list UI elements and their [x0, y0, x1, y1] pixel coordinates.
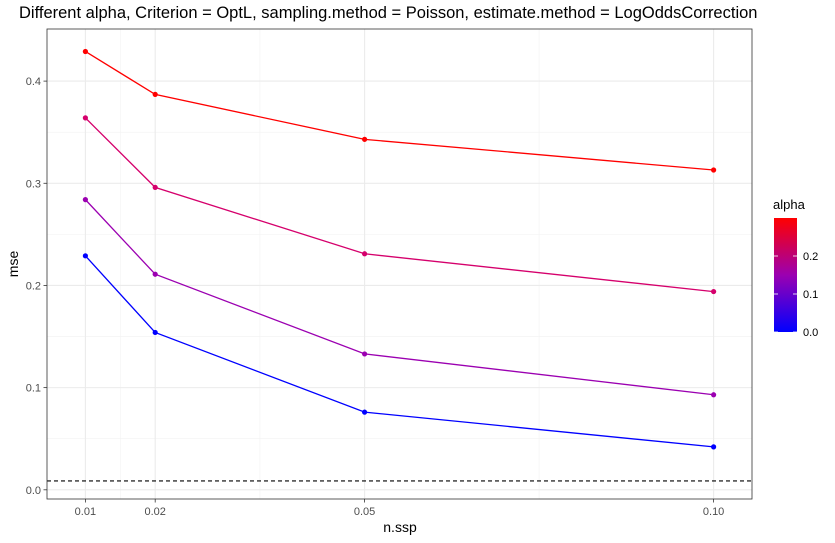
data-point: [361, 136, 368, 142]
x-axis-title: n.ssp: [383, 519, 417, 535]
series-line: [85, 50, 714, 171]
grid-major: [47, 29, 752, 499]
series-line: [84, 117, 714, 293]
legend: alpha 0.0 0.1 0.2: [773, 197, 818, 339]
data-point: [152, 329, 158, 336]
x-axis: 0.01 0.02 0.05 0.10: [75, 499, 724, 518]
x-tick-label: 0.05: [354, 506, 375, 518]
data-point: [82, 197, 88, 203]
y-axis: 0.0 0.1 0.2 0.3 0.4: [26, 76, 47, 497]
data-point: [361, 351, 368, 357]
y-tick-label: 0.2: [26, 280, 41, 292]
series-line: [84, 255, 714, 448]
data-point: [152, 184, 158, 190]
legend-colorbar: [774, 218, 797, 332]
legend-tick-label: 0.2: [803, 251, 818, 263]
x-tick-label: 0.10: [703, 506, 724, 518]
plot-border: [46, 28, 753, 500]
y-tick-label: 0.0: [26, 485, 41, 497]
y-axis-title: mse: [5, 251, 21, 278]
x-tick-label: 0.01: [75, 506, 96, 518]
y-tick-label: 0.1: [26, 383, 41, 395]
legend-tick-label: 0.0: [803, 327, 818, 339]
legend-tick-label: 0.1: [803, 289, 818, 301]
data-point: [152, 271, 158, 277]
y-tick-label: 0.4: [26, 76, 41, 88]
y-tick-label: 0.3: [26, 178, 41, 190]
legend-ticks: 0.0 0.1 0.2: [774, 251, 818, 339]
data-point: [152, 91, 158, 97]
data-point: [711, 288, 717, 295]
data-point: [361, 251, 368, 257]
plot-panel: [47, 29, 752, 499]
data-point: [361, 409, 368, 415]
data-point: [711, 444, 717, 450]
legend-title: alpha: [773, 197, 806, 212]
x-tick-label: 0.02: [144, 506, 165, 518]
data-point: [82, 48, 88, 55]
series-group: [82, 48, 717, 450]
data-point: [711, 167, 717, 173]
chart-title: Different alpha, Criterion = OptL, sampl…: [19, 4, 757, 22]
series-line: [84, 199, 714, 396]
data-point: [82, 253, 88, 259]
data-point: [711, 392, 717, 398]
data-point: [82, 115, 88, 121]
